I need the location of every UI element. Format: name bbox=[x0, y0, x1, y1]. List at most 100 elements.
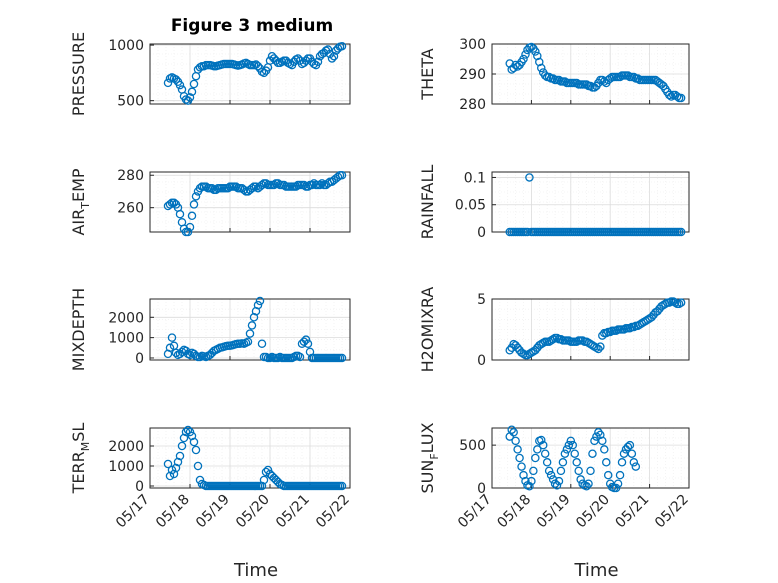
data-point bbox=[525, 482, 534, 491]
data-point bbox=[337, 41, 347, 51]
data-point bbox=[576, 475, 585, 484]
data-point bbox=[633, 74, 643, 83]
data-point bbox=[519, 54, 528, 64]
ylabel-part: TERR bbox=[69, 451, 88, 494]
data-point bbox=[605, 327, 615, 337]
panel-mixdepth: 0 1000 2000 MIXDEPTH bbox=[69, 288, 351, 371]
data-point bbox=[303, 339, 313, 348]
data-point bbox=[623, 442, 633, 452]
y-tick-label: 280 bbox=[459, 97, 486, 113]
data-point bbox=[299, 180, 309, 190]
y-tick-label: 1000 bbox=[108, 38, 144, 54]
data-point bbox=[574, 466, 583, 476]
data-point bbox=[611, 483, 621, 493]
data-point bbox=[598, 436, 607, 446]
panel-h2omixra: 0 5 H2OMIXRA bbox=[418, 287, 690, 372]
data-point bbox=[615, 470, 625, 480]
data-point bbox=[529, 466, 538, 476]
data-point bbox=[189, 200, 199, 209]
data-point bbox=[291, 182, 301, 191]
y-tick-label: 0 bbox=[135, 351, 144, 367]
ylabel-subscript: F bbox=[428, 453, 441, 459]
data-point bbox=[558, 458, 568, 467]
data-point bbox=[307, 180, 317, 190]
data-point bbox=[167, 333, 177, 342]
y-tick-label: 5 bbox=[477, 292, 486, 308]
data-point bbox=[185, 222, 195, 232]
data-point bbox=[515, 453, 524, 463]
data-point bbox=[223, 183, 233, 193]
data-point bbox=[243, 337, 253, 346]
ylabel-subscript: M bbox=[79, 442, 92, 452]
data-point bbox=[538, 440, 548, 450]
data-point bbox=[309, 179, 319, 188]
axes-box bbox=[149, 427, 351, 489]
data-point bbox=[570, 449, 579, 458]
data-point bbox=[507, 425, 516, 434]
data-point bbox=[301, 335, 311, 344]
data-point bbox=[177, 441, 187, 451]
y-tick-label: 280 bbox=[117, 168, 144, 184]
data-point bbox=[548, 335, 558, 344]
data-point bbox=[299, 337, 309, 346]
data-point bbox=[519, 349, 528, 359]
data-point bbox=[329, 51, 339, 61]
data-point bbox=[207, 183, 217, 193]
data-point bbox=[531, 47, 540, 56]
data-point bbox=[165, 200, 175, 209]
axes-box bbox=[149, 298, 351, 361]
data-point bbox=[568, 440, 578, 450]
data-point bbox=[175, 451, 185, 461]
ylabel: AIRTEMP bbox=[69, 168, 92, 235]
data-point bbox=[537, 435, 546, 445]
panel-air_temp: 260 280 AIRTEMP bbox=[69, 168, 351, 237]
data-point bbox=[537, 63, 546, 73]
data-point bbox=[665, 298, 674, 307]
ylabel: SUNFLUX bbox=[418, 422, 441, 493]
data-point bbox=[521, 50, 530, 59]
data-point bbox=[672, 92, 682, 101]
data-point bbox=[323, 45, 333, 54]
data-point bbox=[619, 325, 629, 334]
data-point bbox=[572, 458, 581, 467]
data-point bbox=[211, 185, 221, 195]
data-point bbox=[560, 77, 570, 86]
data-point bbox=[505, 345, 514, 355]
data-point bbox=[676, 298, 686, 307]
data-point bbox=[337, 353, 347, 363]
y-tick-label: 1000 bbox=[108, 331, 144, 347]
data-point bbox=[623, 71, 633, 80]
data-point bbox=[594, 428, 603, 437]
data-point bbox=[627, 449, 637, 458]
data-point bbox=[554, 476, 564, 486]
data-point bbox=[602, 458, 611, 467]
data-point bbox=[676, 93, 686, 103]
y-tick-label: 260 bbox=[117, 201, 144, 217]
y-tick-label: 0 bbox=[477, 481, 486, 497]
ylabel-part: EMP bbox=[69, 168, 88, 202]
data-point bbox=[605, 74, 615, 83]
axes-box bbox=[149, 43, 351, 105]
data-point bbox=[261, 467, 271, 477]
ylabel: THETA bbox=[418, 48, 437, 100]
x-axis-label: Time bbox=[573, 560, 618, 581]
y-tick-label: 500 bbox=[459, 438, 486, 454]
data-point bbox=[165, 343, 175, 353]
data-point bbox=[189, 437, 199, 447]
data-point bbox=[193, 461, 203, 471]
ylabel-part: SL bbox=[69, 423, 88, 442]
data-point bbox=[273, 179, 283, 188]
data-point bbox=[171, 348, 181, 358]
data-point bbox=[603, 470, 613, 480]
data-point bbox=[259, 68, 269, 78]
data-point bbox=[251, 182, 261, 191]
ylabel: TERRMSL bbox=[69, 423, 92, 495]
data-point bbox=[195, 183, 205, 193]
data-point bbox=[185, 93, 195, 102]
data-point bbox=[163, 459, 173, 469]
data-point bbox=[259, 475, 269, 485]
data-point bbox=[523, 227, 532, 237]
data-point bbox=[552, 481, 562, 490]
